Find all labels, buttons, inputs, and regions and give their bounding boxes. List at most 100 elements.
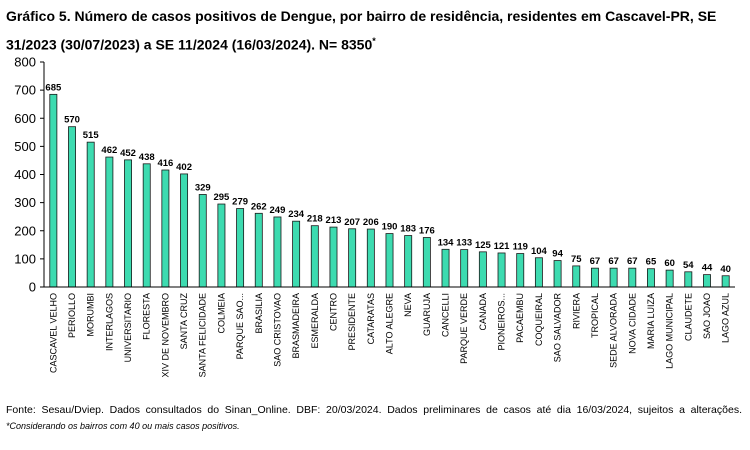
category-label: XIV DE NOVEMBRO [160, 293, 170, 378]
title-asterisk: * [372, 36, 376, 46]
bar-value-label: 262 [251, 201, 267, 212]
category-label: GUARUJA [422, 293, 432, 336]
bar-value-label: 65 [646, 257, 657, 268]
category-label: SAO CRISTOVAO [272, 293, 282, 367]
category-label: COLMEIA [216, 293, 226, 334]
bar [217, 203, 226, 288]
category-label: SAO JOAO [702, 293, 712, 339]
category-label: PERIOLLO [67, 293, 77, 338]
category-label: CANCELLI [441, 293, 451, 337]
category-label: CATARATAS [366, 293, 376, 344]
bar-value-label: 249 [270, 205, 286, 216]
bars [49, 93, 730, 288]
bar-value-label: 234 [288, 209, 305, 220]
bar [590, 267, 599, 288]
bar [142, 163, 151, 288]
bar-value-label: 207 [344, 217, 360, 228]
chart-title-text: Gráfico 5. Número de casos positivos de … [6, 8, 717, 53]
bar [198, 194, 207, 288]
bar-value-label: 67 [608, 256, 619, 267]
category-label: PACAEMBU [515, 293, 525, 343]
bar-value-label: 60 [664, 258, 675, 269]
category-label: ESMERALDA [310, 293, 320, 349]
bar [49, 93, 58, 288]
bar [553, 260, 562, 288]
category-label: SAO SALVADOR [553, 292, 563, 362]
bar [292, 220, 301, 288]
bar-value-label: 329 [195, 182, 211, 193]
bar [422, 237, 431, 288]
bar-value-label: 40 [720, 264, 731, 275]
category-label: CASCAVEL VELHO [48, 293, 58, 373]
bar [161, 169, 170, 288]
bar [703, 274, 711, 288]
y-tick-label: 600 [14, 111, 36, 126]
bar-value-label: 570 [64, 115, 80, 126]
bar-value-label: 218 [307, 214, 323, 225]
bar-value-label: 75 [571, 254, 582, 265]
category-label: SANTA FELICIDADE [198, 293, 208, 377]
bar [684, 271, 693, 288]
bar [628, 267, 637, 288]
bar-value-label: 279 [232, 197, 248, 208]
category-label: COQUEIRAL [534, 293, 544, 346]
category-label: LAGO MUNICIPAL [665, 293, 675, 369]
bar [385, 233, 394, 288]
category-label: PRESIDENTE [347, 293, 357, 351]
bar-value-label: 104 [531, 246, 548, 257]
footer: Fonte: Sesau/Dviep. Dados consultados do… [6, 402, 742, 434]
category-label: RIVIERA [571, 293, 581, 329]
category-label: INTERLAGOS [104, 293, 114, 351]
category-labels: CASCAVEL VELHO PERIOLLO MORUMBI INTERLAGOS U… [48, 292, 730, 377]
category-label: NOVA CIDADE [627, 293, 637, 354]
bar [124, 159, 132, 288]
chart-title: Gráfico 5. Número de casos positivos de … [6, 4, 744, 58]
y-tick-label: 100 [14, 251, 36, 266]
bar-value-label: 134 [438, 237, 455, 248]
category-label: MORUMBI [86, 293, 96, 337]
bar [478, 251, 487, 288]
bar [254, 212, 263, 288]
bar-value-label: 121 [494, 241, 511, 252]
bar [366, 228, 375, 288]
bar [665, 269, 674, 288]
bar [534, 257, 543, 288]
bar-value-label: 176 [419, 226, 435, 237]
bar [105, 156, 114, 288]
bar [180, 173, 189, 288]
bar-value-label: 190 [382, 222, 398, 233]
bar [460, 249, 469, 288]
category-label: BRASILIA [254, 293, 264, 334]
footnote: *Considerando os bairros com 40 ou mais … [6, 421, 240, 431]
bar-value-label: 685 [45, 82, 62, 93]
bar-value-label: 402 [176, 162, 192, 173]
bar [236, 208, 245, 288]
bar-value-label: 416 [157, 158, 173, 169]
category-label: NEVA [403, 293, 413, 317]
y-tick-label: 500 [14, 139, 36, 154]
category-label: PARQUE VERDE [459, 293, 469, 364]
y-tick-label: 800 [14, 55, 36, 70]
y-axis-ticks: 0 100 200 300 400 500 600 700 800 [14, 55, 44, 295]
y-tick-label: 200 [14, 223, 36, 238]
y-tick-label: 700 [14, 83, 36, 98]
category-label: MARIA LUIZA [646, 293, 656, 349]
bar [721, 275, 730, 288]
bar-value-label: 183 [400, 224, 416, 235]
bar [441, 248, 450, 288]
bar-value-label: 44 [702, 263, 713, 274]
bar [273, 216, 282, 288]
category-label: FLORESTA [142, 293, 152, 340]
category-label: UNIVERSITARIO [123, 293, 133, 362]
category-label: PARQUE SAO... [235, 293, 245, 359]
bar-value-label: 125 [475, 240, 492, 251]
bar [329, 226, 338, 288]
category-label: CLAUDETE [683, 293, 693, 341]
bar-value-label: 213 [326, 215, 342, 226]
bar [647, 268, 655, 288]
source-text: Fonte: Sesau/Dviep. Dados consultados do… [6, 404, 742, 416]
category-label: SANTA CRUZ [179, 293, 189, 350]
bar [609, 267, 618, 288]
bar-value-label: 295 [213, 192, 230, 203]
